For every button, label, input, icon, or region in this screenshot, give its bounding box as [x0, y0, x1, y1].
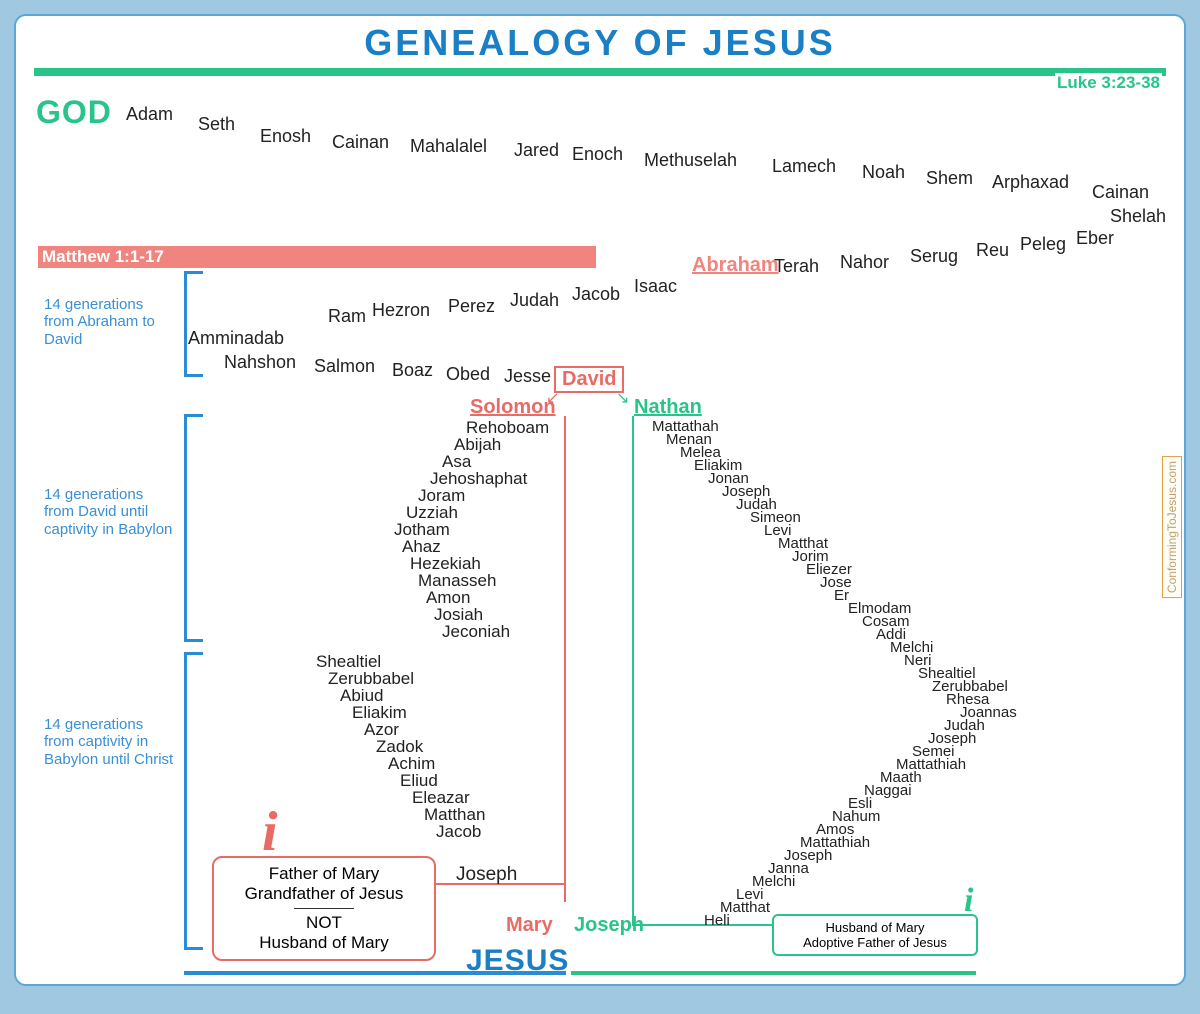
lineage-name: Isaac	[634, 276, 677, 297]
lineage-name: Shelah	[1110, 206, 1166, 227]
caption-1: 14 generations from Abraham to David	[44, 296, 174, 348]
info-red-line2: Grandfather of Jesus	[224, 884, 424, 904]
luke-reference: Luke 3:23-38	[1055, 73, 1162, 93]
jesus-underline-green	[571, 971, 976, 975]
solomon-label: Solomon	[470, 396, 556, 419]
lineage-name: Reu	[976, 240, 1009, 261]
lineage-name: Nahshon	[224, 352, 296, 373]
lineage-name: Adam	[126, 104, 173, 125]
nathan-label: Nathan	[634, 396, 702, 419]
arrow-right: ↘	[616, 388, 629, 408]
lineage-name: Seth	[198, 114, 235, 135]
lineage-name: Obed	[446, 364, 490, 385]
caption-3: 14 generations from captivity in Babylon…	[44, 716, 174, 768]
god-label: GOD	[36, 94, 112, 131]
lineage-name: Noah	[862, 162, 905, 183]
lineage-name: Peleg	[1020, 234, 1066, 255]
lineage-name: Arphaxad	[992, 172, 1069, 193]
bracket-1	[184, 271, 203, 377]
info-red-line1: Father of Mary	[224, 864, 424, 884]
luke-bar	[34, 68, 1166, 76]
lineage-name: Shem	[926, 168, 973, 189]
lineage-name: Enosh	[260, 126, 311, 147]
info-green-line2: Adoptive Father of Jesus	[782, 935, 968, 950]
lineage-name: Jared	[514, 140, 559, 161]
lineage-name: Terah	[774, 256, 819, 277]
page-title: GENEALOGY OF JESUS	[16, 22, 1184, 64]
jesus-label: JESUS	[466, 944, 569, 978]
solomon-red-line	[564, 416, 566, 902]
info-box-green: Husband of Mary Adoptive Father of Jesus	[772, 914, 978, 956]
lineage-name: Cainan	[1092, 182, 1149, 203]
lineage-name: Ram	[328, 306, 366, 327]
lineage-name: Jacob	[572, 284, 620, 305]
info-red-line3: NOT	[224, 913, 424, 933]
main-frame: GENEALOGY OF JESUS Luke 3:23-38 GOD Adam…	[14, 14, 1186, 986]
info-icon-red: i	[262, 800, 278, 864]
mary-label: Mary	[506, 914, 553, 937]
lineage-name: Hezron	[372, 300, 430, 321]
lineage-name: Jesse	[504, 366, 551, 387]
watermark: ConformingToJesus.com	[1162, 456, 1182, 598]
lineage-name: Jeconiah	[442, 622, 510, 642]
lineage-name: Nahor	[840, 252, 889, 273]
bracket-3	[184, 652, 203, 950]
caption-2: 14 generations from David until captivit…	[44, 486, 174, 538]
nathan-green-line	[632, 416, 634, 926]
lineage-name: Mahalalel	[410, 136, 487, 157]
nathan-green-bottom	[632, 924, 772, 926]
info-box-red: Father of Mary Grandfather of Jesus NOT …	[212, 856, 436, 961]
lineage-name: Heli	[704, 912, 730, 929]
joseph-right: Joseph	[574, 914, 644, 937]
abraham-label: Abraham	[692, 254, 779, 277]
bracket-2	[184, 414, 203, 642]
lineage-name: Perez	[448, 296, 495, 317]
lineage-name: Eber	[1076, 228, 1114, 249]
info-green-line1: Husband of Mary	[782, 920, 968, 935]
david-box: David	[554, 366, 624, 393]
matthew-reference: Matthew 1:1-17	[42, 246, 164, 268]
info-red-line4: Husband of Mary	[224, 933, 424, 953]
lineage-name: Enoch	[572, 144, 623, 165]
lineage-name: Lamech	[772, 156, 836, 177]
joseph-left: Joseph	[456, 864, 517, 886]
lineage-name: Boaz	[392, 360, 433, 381]
lineage-name: Judah	[510, 290, 559, 311]
lineage-name: Jacob	[436, 822, 481, 842]
lineage-name: Cainan	[332, 132, 389, 153]
lineage-name: Serug	[910, 246, 958, 267]
info-divider	[294, 908, 354, 909]
lineage-name: Methuselah	[644, 150, 737, 171]
lineage-name: Salmon	[314, 356, 375, 377]
lineage-name: Er	[834, 587, 849, 604]
